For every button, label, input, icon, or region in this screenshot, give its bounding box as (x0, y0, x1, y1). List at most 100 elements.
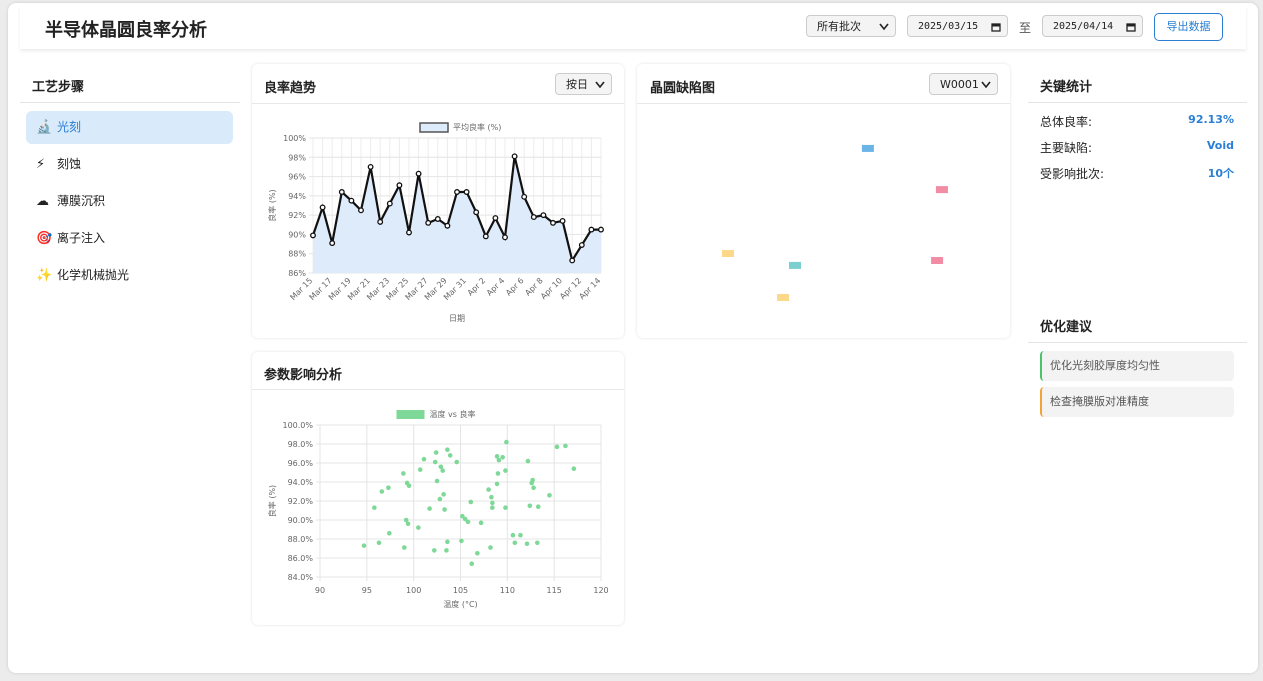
point (490, 500, 495, 506)
point (468, 499, 474, 505)
point (527, 503, 533, 509)
divider (252, 389, 624, 390)
suggestions-title: 优化建议 (1040, 320, 1093, 335)
y-tick-label: 96% (288, 173, 306, 182)
batch-select[interactable]: 所有批次 (806, 15, 896, 37)
x-axis-title: 日期 (449, 314, 465, 323)
point (531, 485, 536, 491)
point (425, 219, 432, 226)
period-select[interactable]: 按日 (555, 73, 612, 95)
point (540, 212, 547, 219)
point (535, 540, 540, 546)
process-step[interactable]: ⚡ 刻蚀 (26, 148, 233, 181)
panel-title: 参数影响分析 (264, 368, 343, 383)
step-icon: 🔬 (36, 120, 53, 135)
legend-label: 平均良率 (%) (453, 122, 501, 132)
point (406, 229, 412, 236)
x-tick-label: 115 (547, 586, 562, 595)
point (482, 233, 489, 240)
batch-select-text: 所有批次 (817, 20, 861, 33)
process-step[interactable]: ☁ 薄膜沉积 (26, 185, 233, 218)
point (416, 525, 421, 530)
point (402, 545, 407, 550)
point (550, 219, 556, 226)
point (510, 532, 516, 538)
date-from[interactable]: 2025/03/15 (907, 15, 1008, 37)
point (525, 458, 531, 464)
date-separator: 至 (1019, 21, 1032, 35)
point (503, 468, 508, 473)
point (403, 517, 409, 523)
y-tick-label: 92.0% (288, 497, 314, 506)
panel-title: 良率趋势 (264, 81, 317, 96)
page-title: 半导体晶圆良率分析 (45, 20, 207, 41)
step-icon: 🎯 (36, 231, 53, 246)
chevron (981, 81, 991, 89)
point (445, 539, 450, 545)
point (494, 454, 500, 459)
point (433, 450, 439, 455)
stat-value: Void (1206, 139, 1234, 152)
step-label: 薄膜沉积 (57, 194, 106, 208)
point (530, 477, 535, 483)
point (310, 232, 316, 239)
point (500, 455, 505, 460)
point (492, 215, 499, 221)
stat-label: 主要缺陷: (1040, 141, 1093, 155)
process-step[interactable]: 🎯 离子注入 (26, 222, 233, 255)
y-tick-label: 90% (288, 230, 306, 239)
header (20, 5, 1246, 49)
point (401, 471, 406, 476)
step-icon: ⚡ (36, 157, 46, 172)
point (377, 218, 384, 225)
point (417, 467, 423, 472)
legend-swatch (396, 410, 425, 419)
defect (931, 257, 944, 265)
defect (935, 186, 948, 194)
point (445, 447, 450, 453)
point (460, 513, 465, 519)
point (431, 548, 437, 553)
point (571, 466, 577, 472)
date-to[interactable]: 2025/04/14 (1042, 15, 1143, 37)
point (338, 189, 345, 195)
point (598, 226, 604, 233)
point (524, 541, 530, 547)
defect (861, 144, 874, 152)
point (486, 487, 491, 492)
chevron (879, 23, 889, 31)
export-button[interactable]: 导出数据 (1154, 13, 1223, 41)
y-tick-label: 88% (288, 250, 306, 259)
process-step[interactable]: ✨ 化学机械抛光 (26, 259, 233, 292)
y-axis-title: 良率 (%) (267, 189, 277, 221)
point (386, 485, 391, 491)
point (438, 464, 444, 470)
y-tick-label: 90.0% (288, 516, 314, 525)
x-tick-label: Apr 2 (466, 276, 488, 298)
point (504, 439, 509, 445)
point (588, 226, 595, 233)
y-tick-label: 98.0% (288, 440, 314, 449)
x-tick-label: Apr 4 (485, 276, 507, 298)
period-select-text: 按日 (566, 78, 588, 91)
y-tick-label: 94.0% (288, 478, 314, 487)
y-tick-label: 92% (288, 211, 306, 220)
point (434, 216, 441, 222)
wafer-select[interactable]: W0001 (929, 73, 998, 95)
divider (20, 102, 240, 103)
point (358, 207, 364, 214)
point (386, 200, 393, 207)
point (521, 193, 528, 200)
step-icon: ☁ (36, 194, 49, 209)
point (405, 521, 411, 527)
y-tick-label: 100% (283, 134, 306, 143)
point (379, 489, 385, 494)
calendar-icon (1126, 23, 1136, 32)
x-tick-label: 105 (453, 586, 468, 595)
stat-label: 受影响批次: (1040, 167, 1105, 181)
point (444, 548, 449, 553)
point (465, 519, 471, 525)
point (569, 257, 576, 264)
process-step[interactable]: 🔬 光刻 (26, 111, 233, 144)
y-tick-label: 94% (288, 192, 306, 201)
